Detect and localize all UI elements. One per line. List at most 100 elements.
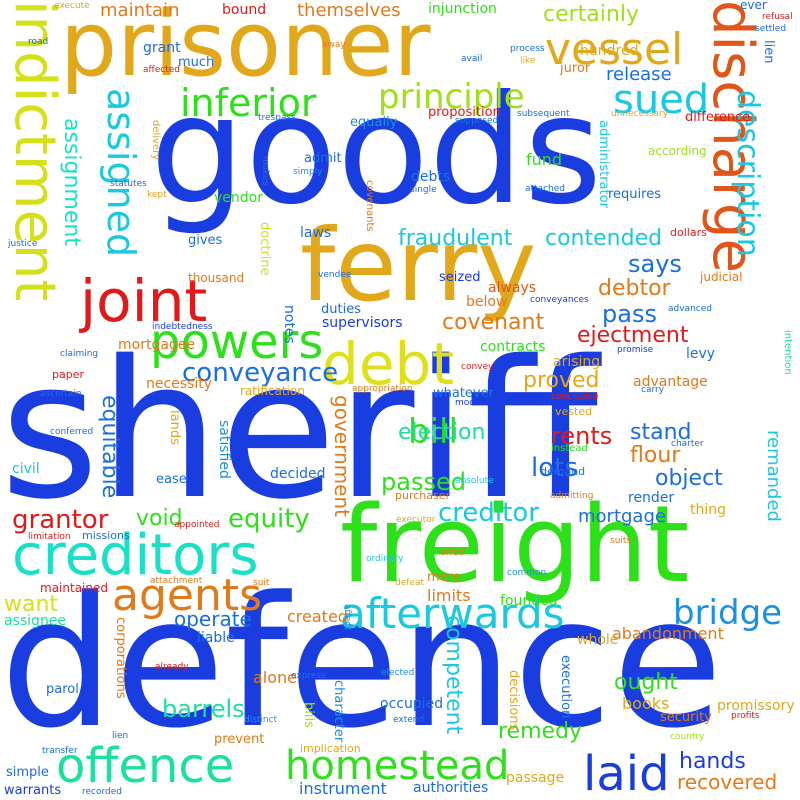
word-joint: joint: [80, 267, 208, 335]
word-maintained: maintained: [40, 581, 108, 595]
word-missions: missions: [82, 529, 130, 542]
word-powers: powers: [150, 314, 324, 370]
word-away: away: [322, 40, 346, 50]
word-goods: goods: [150, 64, 603, 238]
word-founded: founded: [500, 593, 558, 609]
word-remanded: remanded: [763, 430, 784, 522]
word-bound: bound: [222, 2, 267, 18]
word-flour: flour: [630, 443, 681, 468]
word-delivery: delivery: [150, 120, 161, 161]
word-grant: grant: [143, 40, 181, 56]
word-hands: hands: [679, 749, 746, 774]
word-gives: gives: [188, 233, 223, 248]
word-equity: equity: [228, 504, 310, 534]
word-according: according: [648, 144, 707, 158]
word-vendee: vendee: [318, 270, 352, 280]
word-process: process: [510, 44, 545, 54]
word-carry: carry: [641, 385, 665, 395]
word-ejectment: ejectment: [577, 323, 689, 348]
word-always: always: [488, 280, 537, 296]
word-assignment: assignment: [59, 118, 84, 246]
word-seized: seized: [439, 270, 481, 285]
word-arising: arising: [553, 354, 601, 370]
word-equally: equally: [350, 115, 398, 130]
word-implication: implication: [300, 742, 361, 755]
word-admitting: admitting: [550, 491, 594, 501]
word-mere: mere: [427, 570, 461, 585]
word-advantage: advantage: [633, 374, 708, 390]
word-contracts: contracts: [480, 339, 546, 355]
word-ascertain: ascertain: [40, 389, 82, 399]
word-already: already: [155, 662, 189, 672]
word-conferred: conferred: [50, 427, 94, 437]
word-limits: limits: [427, 586, 471, 605]
word-pass: pass: [602, 300, 657, 328]
word-parol: parol: [46, 682, 79, 697]
word-vendor: vendor: [214, 190, 263, 206]
word-created: created: [287, 607, 348, 626]
word-hundred: hundred: [580, 43, 639, 59]
word-distinct: distinct: [244, 715, 278, 725]
word-passed: passed: [381, 468, 466, 496]
word-advanced: advanced: [668, 304, 712, 314]
word-transfer: transfer: [42, 746, 78, 756]
word-maintain: maintain: [100, 0, 180, 21]
word-profits: profits: [731, 711, 760, 721]
word-indebtedness: indebtedness: [152, 322, 213, 332]
word-liable: liable: [197, 630, 235, 646]
word-civil: civil: [12, 461, 40, 477]
word-purchaser: purchaser: [395, 489, 451, 502]
word-mortgage: mortgage: [578, 506, 666, 527]
word-elected: elected: [381, 668, 415, 678]
word-refusal: refusal: [762, 12, 793, 22]
word-bridge: bridge: [673, 593, 783, 633]
word-lien: lien: [112, 731, 129, 741]
word-mortgagee: mortgagee: [118, 337, 196, 353]
word-demand: demand: [540, 465, 586, 478]
word-supervisors: supervisors: [322, 315, 403, 331]
word-barrels: barrels: [162, 695, 245, 723]
word-sheriff: sheriff: [0, 320, 599, 541]
word-principle: principle: [378, 77, 525, 117]
word-character: character: [331, 680, 346, 743]
word-election: election: [398, 420, 486, 445]
word-attachment: attachment: [150, 576, 203, 586]
word-paper: paper: [52, 368, 84, 381]
word-whole: whole: [577, 632, 619, 648]
word-object: object: [655, 466, 723, 491]
word-recovered: recovered: [677, 770, 778, 794]
word-promissory: promissory: [717, 698, 795, 714]
word-judicial: judicial: [700, 270, 743, 284]
word-supposed: supposed: [455, 116, 499, 126]
word-proposition: proposition: [428, 105, 501, 120]
word-affect: affect: [342, 604, 352, 630]
word-suits: suits: [610, 536, 632, 546]
word-claiming: claiming: [60, 349, 99, 359]
word-books: books: [622, 694, 670, 713]
word-mode: mode: [455, 398, 481, 408]
word-fraudulent: fraudulent: [398, 226, 513, 251]
word-debts: debts: [411, 169, 451, 185]
word-operate: operate: [174, 607, 252, 631]
word-duties: duties: [321, 302, 361, 317]
word-want: want: [4, 592, 59, 617]
word-doctrine: doctrine: [257, 222, 272, 276]
word-assignee: assignee: [4, 613, 67, 629]
word-subsequent: subsequent: [517, 109, 570, 119]
word-appropriation: appropriation: [352, 384, 413, 394]
word-defence: defence: [0, 559, 723, 768]
word-alone: alone: [253, 668, 298, 687]
word-conveyance: conveyance: [182, 358, 339, 388]
word-admit: admit: [304, 151, 342, 166]
word-ever: ever: [740, 0, 767, 12]
word-agents: agents: [112, 570, 263, 621]
word-settled: settled: [755, 24, 787, 34]
word-juror: juror: [560, 61, 591, 76]
word-authorities: authorities: [413, 780, 489, 796]
word-necessity: necessity: [146, 376, 213, 392]
word-vessel: vessel: [545, 24, 684, 75]
word-avail: avail: [461, 54, 483, 64]
word-ratification: ratification: [240, 384, 305, 398]
word-attached: attached: [525, 184, 565, 194]
